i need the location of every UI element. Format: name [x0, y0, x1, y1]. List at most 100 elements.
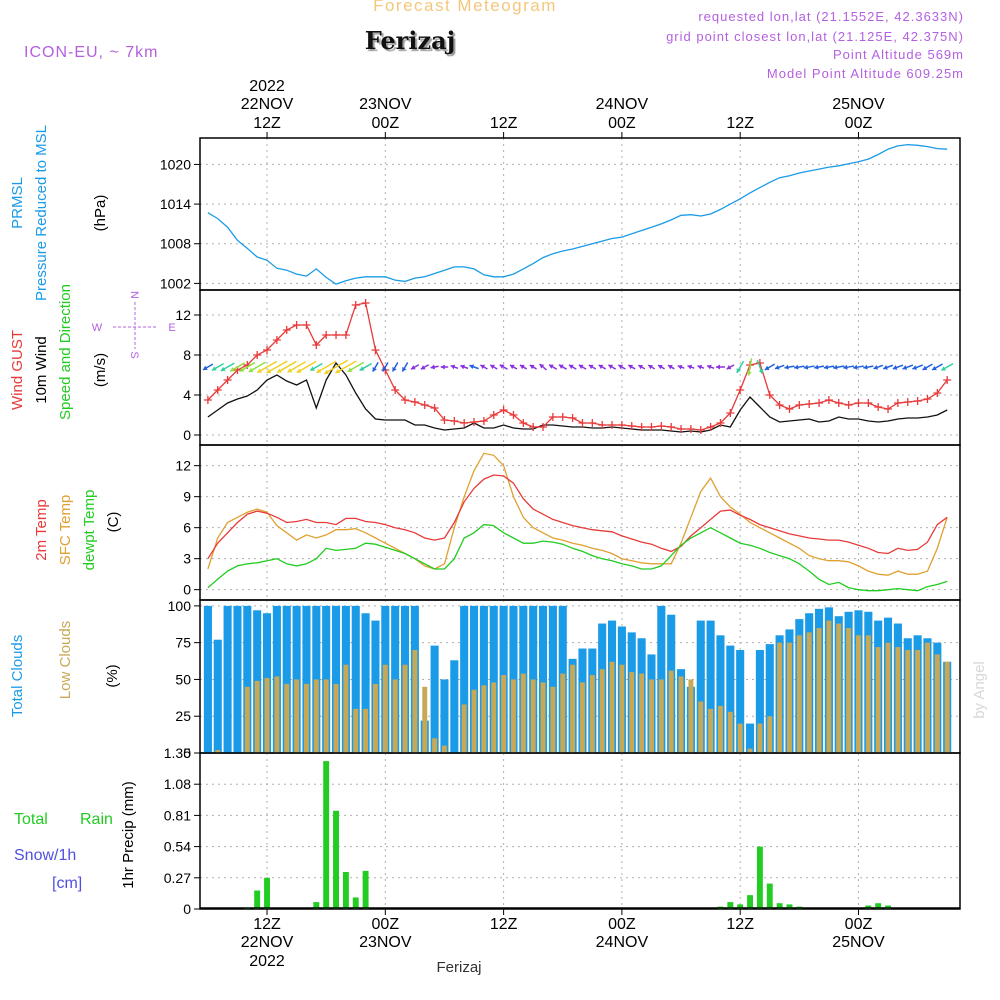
wind-direction-arrow [220, 362, 235, 372]
low-cloud-bar [481, 685, 487, 753]
low-cloud-bar [846, 627, 852, 753]
wind-direction-arrow [372, 361, 379, 373]
clouds-unit-label: (%) [104, 664, 121, 687]
low-cloud-bar [244, 686, 250, 753]
2m-temp-line [207, 474, 948, 560]
low-cloud-bar [392, 679, 398, 753]
rain-bar [756, 846, 763, 909]
total-cloud-bar [755, 650, 764, 753]
low-clouds-label: Low Clouds [57, 621, 74, 699]
low-cloud-bar [806, 632, 812, 753]
total-cloud-bar [203, 605, 212, 753]
low-cloud-bar [540, 682, 546, 753]
gust-point [489, 411, 498, 419]
total-cloud-bar [696, 620, 705, 753]
bottom-year-label: 2022 [249, 953, 285, 970]
low-cloud-bar [757, 723, 763, 753]
gust-point [430, 404, 439, 412]
wind-direction-arrow [715, 364, 725, 370]
low-cloud-bar [796, 635, 802, 753]
gust-point [548, 413, 557, 421]
low-cloud-bar [412, 650, 418, 753]
low-cloud-bar [570, 664, 576, 753]
gust-point [874, 403, 883, 411]
wind-direction-arrow [794, 364, 805, 370]
total-cloud-bar [706, 620, 715, 753]
top-hour-label: 00Z [845, 115, 873, 132]
wind-direction-arrow [391, 362, 399, 372]
gust-point [617, 421, 626, 429]
compass-s-label: S [128, 351, 140, 358]
low-cloud-bar [629, 672, 635, 753]
gust-point [253, 351, 262, 359]
gust-point [223, 376, 232, 384]
gust-point [608, 421, 617, 429]
wind-direction-arrow [287, 361, 307, 373]
low-cloud-bar [639, 673, 645, 753]
total-clouds-label: Total Clouds [9, 635, 26, 718]
wind-direction-arrow [450, 364, 459, 370]
low-cloud-bar [925, 642, 930, 753]
wind-direction-arrow [687, 364, 695, 370]
gust-point [568, 414, 577, 422]
low-cloud-bar [372, 683, 378, 753]
wind-direction-arrow [430, 364, 439, 370]
gust-point [578, 419, 587, 427]
gust-point [884, 405, 893, 413]
legend-rain-label: Rain [80, 811, 113, 828]
sfc-temp-line [207, 452, 948, 576]
bottom-date-label: 25NOV [832, 934, 885, 951]
wind-y-tick-label: 8 [183, 347, 191, 363]
rain-bar [254, 890, 261, 909]
low-cloud-bar [215, 750, 221, 753]
temperature-panel: 0 3 6 9 12 [175, 444, 961, 601]
wind-direction-arrow [558, 364, 567, 370]
wind-direction-arrow [873, 364, 884, 370]
rain-bar [747, 895, 753, 909]
wind-speed-label: 10m Wind [33, 336, 50, 404]
top-date-label: 23NOV [359, 96, 412, 113]
total-cloud-bar [726, 645, 735, 753]
legend-total-label: Total [14, 811, 48, 828]
gust-point [657, 422, 666, 430]
model-name: ICON-EU, ~ 7km [24, 44, 159, 61]
compass-e-label: E [168, 322, 175, 334]
rain-bar [342, 872, 349, 909]
total-cloud-bar [745, 723, 755, 753]
low-cloud-bar [826, 620, 832, 753]
wind-direction-arrow [726, 364, 735, 370]
precipitation-y-tick-label: 1.08 [164, 776, 191, 792]
low-cloud-bar [323, 679, 329, 753]
rain-bar [875, 903, 882, 909]
total-cloud-bar [351, 605, 360, 753]
low-cloud-bar [274, 676, 280, 753]
low-cloud-bar [727, 711, 733, 753]
total-cloud-bar [489, 605, 498, 753]
watermark: by Angel [971, 661, 988, 719]
low-cloud-bar [836, 623, 842, 753]
wind-y-tick-label: 4 [183, 387, 191, 403]
gust-point [706, 423, 715, 431]
low-cloud-bar [501, 675, 507, 753]
temperature-y-tick-label: 3 [183, 551, 191, 567]
rain-bar [776, 903, 783, 909]
gust-point [519, 419, 528, 427]
gust-point [943, 376, 952, 384]
wind-direction-arrow [912, 364, 924, 370]
wind-direction-arrow [657, 364, 665, 370]
requested-coordinates: requested lon,lat (21.1552E, 42.3633N) [698, 9, 964, 24]
low-cloud-bar [303, 683, 309, 753]
wind-direction-arrow [618, 364, 626, 370]
wind-direction-arrow [853, 364, 864, 370]
precipitation-y-tick-label: 1.35 [164, 745, 191, 761]
gust-point [933, 389, 942, 397]
gust-point [371, 346, 380, 354]
rain-bar [323, 761, 330, 909]
low-cloud-bar [944, 661, 950, 753]
wind-direction-arrow [588, 364, 597, 370]
precipitation-panel: 0 0.27 0.54 0.81 1.08 1.35 [164, 745, 961, 917]
wind-direction-arrow [746, 358, 753, 376]
total-cloud-bar [302, 605, 311, 753]
